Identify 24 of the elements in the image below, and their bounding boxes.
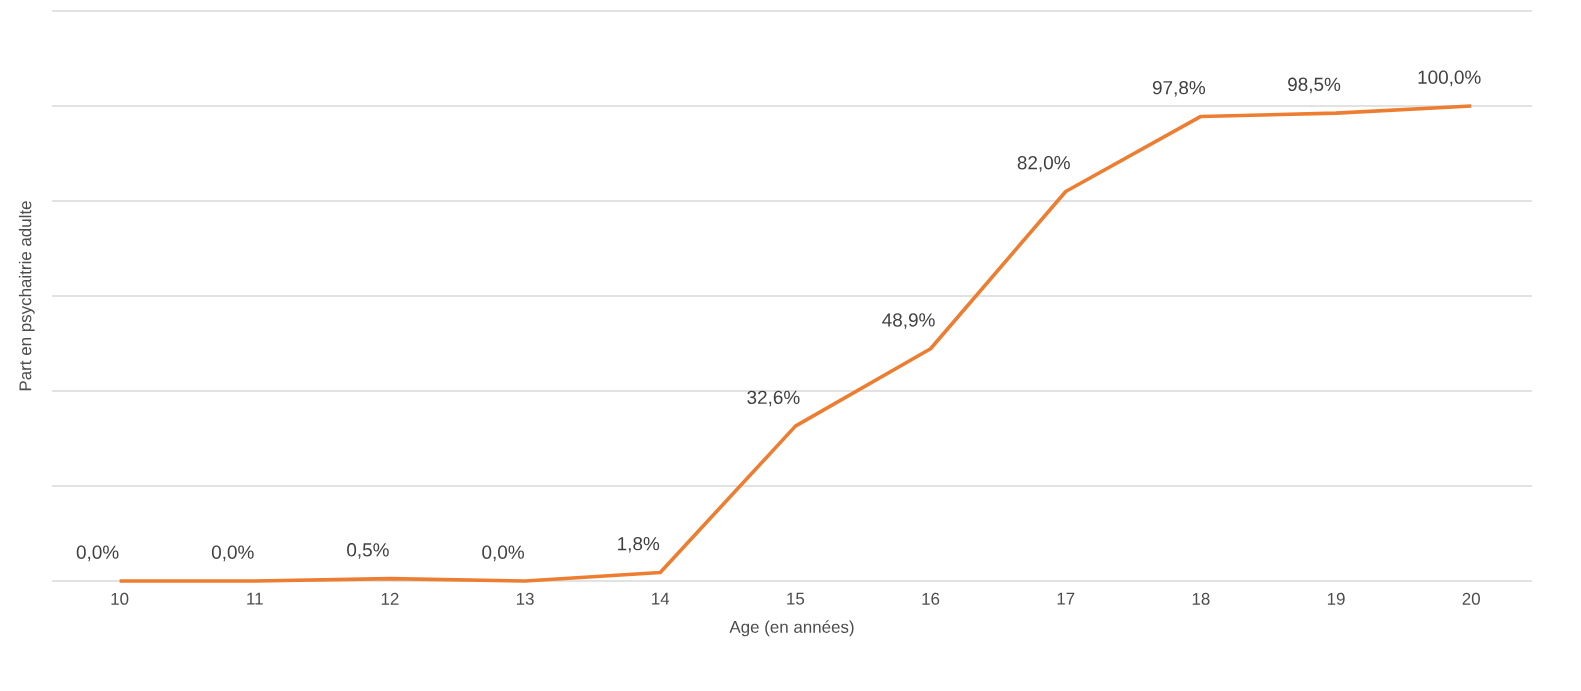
x-tick-label: 11 <box>247 592 263 605</box>
data-label: 0,0% <box>482 545 524 562</box>
data-label: 0,5% <box>347 543 389 559</box>
x-tick-label: 10 <box>111 592 129 605</box>
data-label: 0,0% <box>211 545 254 562</box>
data-label: 1,8% <box>618 536 660 553</box>
data-label: 0,0% <box>76 545 119 562</box>
x-tick-label: 17 <box>1057 592 1075 605</box>
x-tick-label: 18 <box>1192 592 1210 605</box>
data-label: 97,8% <box>1152 80 1206 97</box>
x-tick-label: 12 <box>381 592 399 605</box>
x-tick-label: 19 <box>1327 592 1345 605</box>
x-tick-label: 14 <box>652 592 670 605</box>
x-axis-title: Age (en années) <box>729 620 854 637</box>
data-label: 100,0% <box>1418 70 1481 87</box>
data-label: 32,6% <box>747 390 800 407</box>
data-label: 98,5% <box>1288 77 1341 94</box>
x-tick-label: 13 <box>516 592 534 605</box>
data-label: 82,0% <box>1017 156 1070 172</box>
x-tick-label: 15 <box>787 592 805 605</box>
x-tick-label: 20 <box>1462 592 1480 605</box>
data-label: 48,9% <box>882 313 935 329</box>
x-tick-label: 16 <box>922 592 940 605</box>
y-axis-title: Part en psychaitrie adulte <box>18 201 35 391</box>
